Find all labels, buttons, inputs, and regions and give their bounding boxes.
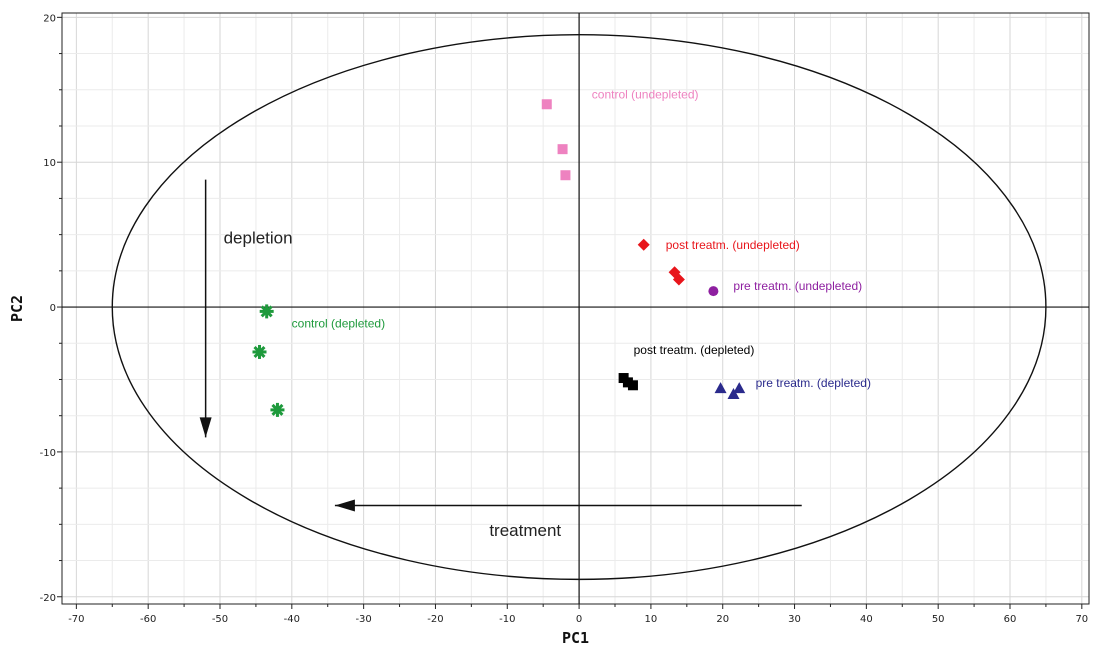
depletion-label: depletion [224, 228, 293, 247]
x-tick-label: 70 [1075, 614, 1088, 625]
x-tick-label: 60 [1004, 614, 1017, 625]
x-tick-label: -50 [212, 614, 228, 625]
x-tick-label: -70 [68, 614, 84, 625]
data-points [252, 99, 746, 417]
x-tick-label: 50 [932, 614, 945, 625]
point-pre-treatm-depleted- [733, 382, 746, 394]
point-post-treatm-undepleted- [672, 273, 685, 286]
x-tick-label: -20 [427, 614, 443, 625]
x-tick-label: 40 [860, 614, 873, 625]
x-tick-label: 0 [576, 614, 582, 625]
point-post-treatm-depleted- [627, 380, 638, 391]
x-tick-label: -30 [355, 614, 371, 625]
x-tick-label: 20 [716, 614, 729, 625]
annotations: depletion treatment [199, 179, 802, 540]
treatment-arrow-head [334, 499, 355, 512]
group-labels: control (undepleted) post treatm. (undepl… [292, 87, 871, 390]
y-axis-ticks: 20 10 0 -10 -20 [40, 13, 62, 604]
asterisk-stroke [253, 345, 266, 358]
series-label: post treatm. (undepleted) [666, 238, 800, 252]
point-control-undepleted- [541, 99, 552, 110]
x-tick-label: -60 [140, 614, 156, 625]
point-control-depleted- [270, 402, 285, 417]
point-control-undepleted- [557, 144, 568, 155]
plot-frame [61, 12, 1090, 605]
point-post-treatm-depleted- [622, 377, 633, 388]
confidence-ellipse [111, 34, 1047, 581]
x-tick-label: -10 [499, 614, 515, 625]
series-label: post treatm. (depleted) [634, 343, 755, 357]
point-pre-treatm-depleted- [727, 387, 740, 399]
origin-axes [62, 13, 1089, 604]
asterisk-stroke [260, 305, 273, 318]
series-label: control (undepleted) [592, 87, 699, 101]
point-control-depleted- [252, 344, 267, 359]
y-tick-label: 10 [43, 158, 56, 169]
series-label: control (depleted) [292, 316, 385, 330]
point-control-undepleted- [560, 170, 571, 181]
series-label: pre treatm. (undepleted) [733, 279, 862, 293]
treatment-label: treatment [489, 521, 561, 540]
point-pre-treatm-depleted- [714, 382, 727, 394]
y-tick-label: 20 [43, 13, 56, 24]
x-axis-title: PC1 [562, 629, 589, 647]
point-control-depleted- [259, 304, 274, 319]
asterisk-stroke [271, 403, 284, 416]
x-tick-label: 30 [788, 614, 801, 625]
depletion-arrow-head [199, 417, 212, 438]
y-tick-label: -20 [40, 593, 56, 604]
x-tick-label: -40 [284, 614, 300, 625]
y-tick-label: 0 [50, 303, 56, 314]
x-tick-label: 10 [645, 614, 658, 625]
point-post-treatm-undepleted- [637, 238, 650, 251]
y-axis-title: PC2 [8, 295, 26, 322]
grid-layer [62, 13, 1089, 604]
series-label: pre treatm. (depleted) [756, 376, 871, 390]
point-pre-treatm-undepleted- [708, 286, 719, 297]
x-axis-ticks: -70 -60 -50 -40 -30 -20 -10 0 10 20 30 40 50 60 70 [68, 604, 1088, 625]
y-tick-label: -10 [40, 448, 56, 459]
